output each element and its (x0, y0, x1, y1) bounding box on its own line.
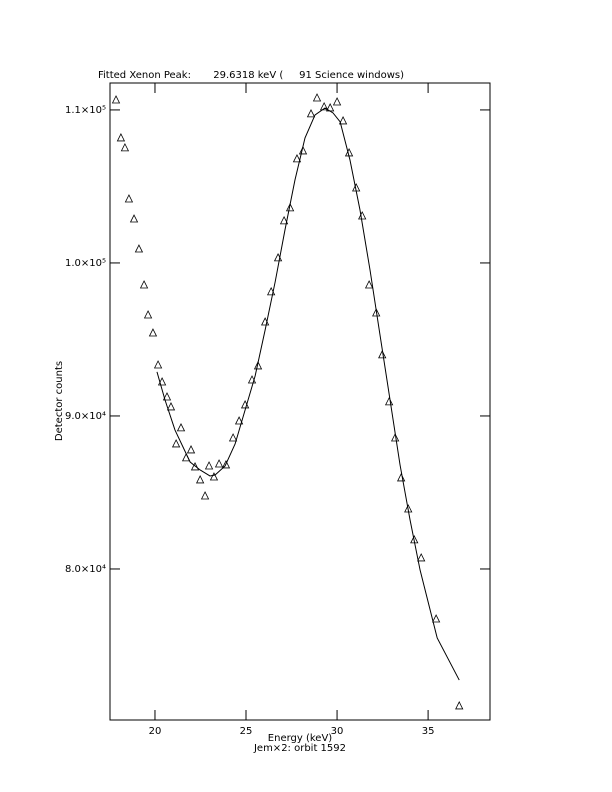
data-point (186, 445, 196, 454)
data-point (234, 416, 244, 425)
data-point (214, 459, 224, 468)
data-point (285, 202, 295, 212)
data-point (120, 142, 130, 152)
y-tick-label: 1.0×10⁵ (65, 258, 106, 269)
x-tick-label: 30 (331, 726, 344, 737)
y-tick-label: 9.0×10⁴ (65, 411, 106, 422)
data-point (124, 194, 134, 203)
data-point (431, 614, 441, 623)
subtitle: Jem×2: orbit 1592 (253, 743, 346, 754)
data-point (292, 154, 302, 163)
data-point (116, 133, 126, 142)
y-axis-label: Detector counts (54, 361, 65, 441)
data-point (129, 214, 139, 223)
data-point (162, 392, 172, 401)
data-point (332, 97, 342, 106)
data-point (200, 491, 210, 500)
y-tick-label: 8.0×10⁴ (65, 564, 106, 575)
plot-frame (109, 82, 491, 721)
data-point (195, 475, 205, 484)
data-point (190, 462, 200, 471)
data-point (358, 211, 367, 220)
data-point (204, 461, 214, 470)
data-point (417, 553, 426, 562)
data-point (390, 433, 400, 442)
data-point (306, 109, 316, 118)
data-point (166, 402, 176, 411)
data-point (134, 244, 144, 253)
data-point (157, 377, 167, 386)
data-point (298, 146, 308, 155)
data-point (378, 350, 387, 359)
x-axis-label: Energy (keV) (268, 733, 333, 744)
data-point (176, 423, 186, 432)
data-point (312, 93, 322, 102)
data-point (455, 701, 464, 710)
data-point (396, 473, 406, 482)
data-point (384, 396, 394, 406)
y-tick-label: 1.1×10⁵ (65, 105, 106, 116)
x-tick-label: 25 (240, 726, 253, 737)
data-point (139, 280, 149, 289)
x-tick-label: 35 (422, 726, 435, 737)
fit-line (156, 107, 460, 681)
chart-title: Fitted Xenon Peak: 29.6318 keV ( 91 Scie… (98, 70, 404, 81)
data-point (364, 280, 374, 289)
data-point (279, 215, 289, 225)
x-tick-label: 20 (149, 726, 162, 737)
data-point (153, 360, 163, 369)
data-point (148, 328, 158, 337)
data-point (143, 310, 153, 319)
data-point (228, 433, 238, 442)
data-point (253, 361, 263, 370)
data-point (171, 439, 181, 448)
data-point (319, 101, 329, 111)
data-point (338, 116, 348, 125)
data-point (111, 95, 121, 104)
data-point (372, 308, 381, 317)
data-point (209, 472, 219, 481)
data-point (221, 460, 231, 469)
